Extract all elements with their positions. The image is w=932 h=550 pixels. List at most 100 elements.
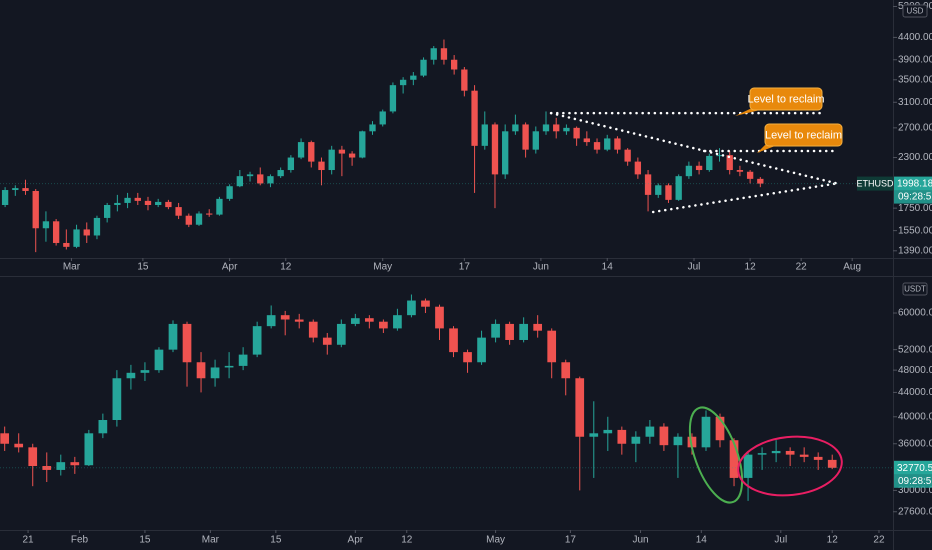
candle-body bbox=[63, 242, 70, 247]
candle-body bbox=[28, 447, 38, 467]
candle-body bbox=[659, 426, 669, 446]
x-tick-label: 15 bbox=[270, 535, 282, 546]
candle-body bbox=[631, 436, 641, 444]
candle-body bbox=[379, 111, 386, 125]
callout-box bbox=[764, 123, 843, 147]
candle-body bbox=[297, 142, 305, 158]
candle-body bbox=[542, 124, 550, 132]
candle-body bbox=[182, 323, 192, 363]
candle-body bbox=[553, 124, 560, 132]
x-tick-label: 15 bbox=[137, 262, 149, 273]
candle-body bbox=[338, 149, 346, 154]
candle-body bbox=[348, 153, 356, 158]
x-tick-label: 12 bbox=[280, 262, 292, 273]
candle-body bbox=[42, 466, 52, 470]
candle-body bbox=[461, 69, 468, 91]
x-tick-label: 12 bbox=[401, 535, 413, 546]
y-tick-label: 3100.00 bbox=[898, 97, 932, 108]
candle-body bbox=[522, 124, 529, 150]
candle-body bbox=[103, 205, 111, 218]
candle-body bbox=[502, 131, 509, 175]
candle-body bbox=[463, 352, 472, 363]
candle-body bbox=[318, 161, 325, 171]
candle-body bbox=[533, 323, 543, 331]
y-tick-label: 48000.00 bbox=[898, 365, 932, 376]
candle-body bbox=[685, 165, 693, 177]
x-tick-label: Jul bbox=[774, 535, 787, 546]
candle-body bbox=[695, 165, 703, 171]
x-tick-label: Mar bbox=[63, 262, 81, 273]
candle-body bbox=[491, 323, 500, 338]
candle-body bbox=[715, 416, 725, 441]
candle-body bbox=[206, 213, 213, 215]
candle-body bbox=[236, 176, 243, 187]
candle-body bbox=[583, 138, 590, 143]
candle-body bbox=[644, 174, 652, 195]
x-tick-label: 12 bbox=[745, 262, 757, 273]
candle-body bbox=[168, 323, 178, 350]
currency-badge bbox=[902, 282, 928, 296]
highlight-ellipse bbox=[737, 435, 843, 497]
candle-body bbox=[322, 337, 332, 345]
x-tick-label: 14 bbox=[696, 535, 708, 546]
y-tick-label: 52000.00 bbox=[898, 344, 932, 355]
plot-area bbox=[1, 39, 839, 253]
candle-body bbox=[369, 124, 376, 132]
candle-body bbox=[196, 362, 206, 379]
candle-body bbox=[449, 328, 458, 353]
price-label-box bbox=[894, 460, 932, 475]
candle-body bbox=[655, 185, 662, 195]
candle-body bbox=[477, 337, 486, 363]
candle-body bbox=[144, 200, 152, 206]
x-tick-label: 22 bbox=[796, 262, 808, 273]
candle-body bbox=[140, 370, 150, 373]
x-tick-label: Apr bbox=[348, 535, 364, 546]
candle-body bbox=[32, 190, 39, 229]
x-tick-label: Jul bbox=[688, 262, 701, 273]
callout-box bbox=[749, 87, 823, 111]
x-tick-label: May bbox=[373, 262, 392, 273]
candle-body bbox=[389, 85, 397, 112]
candle-body bbox=[266, 315, 276, 327]
candle-body bbox=[308, 142, 315, 162]
trendline bbox=[549, 111, 839, 185]
candle-body bbox=[799, 454, 809, 457]
candle-body bbox=[593, 142, 601, 150]
candle-body bbox=[716, 155, 723, 157]
candle-body bbox=[532, 131, 539, 150]
candle-body bbox=[1, 190, 9, 206]
price-label-box bbox=[894, 176, 932, 191]
candle-body bbox=[736, 170, 744, 172]
candle-body bbox=[603, 429, 613, 434]
y-tick-label: 40000.00 bbox=[898, 411, 932, 422]
y-tick-label: 27600.00 bbox=[898, 506, 932, 517]
y-tick-label: 2300.00 bbox=[898, 152, 932, 163]
candle-body bbox=[410, 75, 417, 80]
candle-body bbox=[687, 436, 697, 448]
candle-body bbox=[547, 330, 557, 363]
y-tick-label: 3900.00 bbox=[898, 54, 932, 65]
currency: USDT bbox=[904, 285, 926, 294]
candle-body bbox=[379, 321, 388, 329]
countdown-box bbox=[894, 474, 932, 488]
candle-body bbox=[471, 90, 478, 146]
candle-body bbox=[73, 229, 80, 247]
y-tick-label: 36000.00 bbox=[898, 438, 932, 449]
candle-body bbox=[399, 79, 407, 86]
y-tick-label: 44000.00 bbox=[898, 387, 932, 398]
candle-body bbox=[726, 155, 733, 171]
candle-body bbox=[126, 372, 136, 379]
y-tick-label: 60000.00 bbox=[898, 308, 932, 319]
candle-body bbox=[505, 323, 514, 340]
candle-body bbox=[827, 459, 837, 468]
candle-body bbox=[491, 124, 499, 175]
candle-body bbox=[746, 171, 754, 179]
candle-body bbox=[280, 315, 290, 320]
candle-body bbox=[617, 429, 627, 444]
x-tick-label: 15 bbox=[139, 535, 151, 546]
candle-body bbox=[757, 178, 764, 184]
x-tick-label: Apr bbox=[222, 262, 238, 273]
candle-body bbox=[743, 454, 753, 478]
candle-body bbox=[614, 138, 621, 150]
